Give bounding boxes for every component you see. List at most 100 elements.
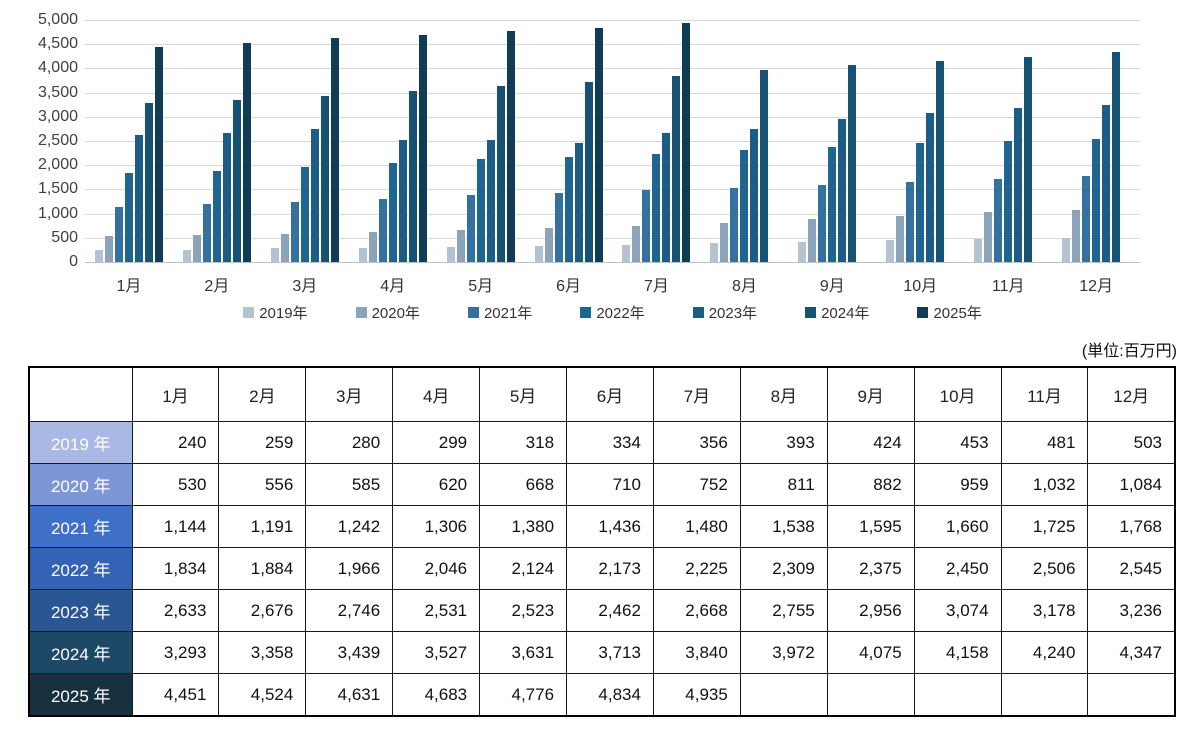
table-cell: 453 — [913, 421, 1002, 464]
bar-2019年-4月 — [358, 247, 367, 262]
table-cell: 2,746 — [305, 589, 394, 632]
bar-group-3月 — [261, 20, 349, 262]
table-col-header-2月: 2月 — [218, 366, 307, 422]
bar-2019年-8月 — [710, 243, 719, 262]
table-cell: 1,306 — [392, 505, 481, 548]
legend-label: 2021年 — [483, 305, 533, 322]
table-cell: 318 — [479, 421, 568, 464]
bar-2024年-8月 — [760, 69, 769, 262]
gridline — [85, 237, 1140, 239]
table-corner-cell — [28, 366, 133, 422]
legend-item-2021年: 2021年 — [467, 302, 533, 323]
table-row-header: 2019 年 — [28, 421, 133, 464]
bar-2025年-5月 — [506, 30, 515, 262]
bar-2020年-2月 — [192, 235, 201, 262]
bar-2021年-6月 — [554, 192, 563, 262]
bar-2022年-1月 — [124, 173, 133, 262]
bar-2023年-1月 — [134, 134, 143, 262]
bar-2022年-5月 — [476, 159, 485, 262]
legend-swatch — [805, 307, 817, 318]
bar-2020年-9月 — [808, 219, 817, 262]
bar-2020年-11月 — [984, 212, 993, 262]
table-cell: 280 — [305, 421, 394, 464]
table-cell: 1,144 — [131, 505, 220, 548]
table-col-header-11月: 11月 — [1000, 366, 1089, 422]
bar-2019年-9月 — [798, 241, 807, 262]
bar-2023年-8月 — [750, 128, 759, 262]
y-axis-tick-label: 2,500 — [37, 132, 78, 149]
bar-2020年-8月 — [720, 222, 729, 262]
table-cell: 3,074 — [913, 589, 1002, 632]
table-cell: 3,236 — [1087, 589, 1176, 632]
bar-2024年-2月 — [232, 99, 241, 262]
legend-item-2024年: 2024年 — [805, 302, 869, 323]
table-cell — [913, 673, 1002, 717]
bar-2024年-10月 — [936, 60, 945, 262]
bar-group-5月 — [437, 20, 525, 262]
table-cell: 1,884 — [218, 547, 307, 590]
table-cell: 3,631 — [479, 631, 568, 674]
table-cell: 1,242 — [305, 505, 394, 548]
table-cell: 4,347 — [1087, 631, 1176, 674]
table-cell: 3,358 — [218, 631, 307, 674]
table-cell: 2,506 — [1000, 547, 1089, 590]
table-row-header: 2022 年 — [28, 547, 133, 590]
gridline — [85, 20, 1140, 21]
table-col-header-1月: 1月 — [131, 366, 220, 422]
table-head: 1月 2月 3月 4月 5月 6月 7月 8月 9月 10月 11月 12月 — [28, 366, 1176, 422]
table-col-header-10月: 10月 — [913, 366, 1002, 422]
bar-2021年-7月 — [642, 190, 651, 262]
table-cell: 2,375 — [826, 547, 915, 590]
table-cell: 4,075 — [826, 631, 915, 674]
bar-2020年-4月 — [368, 232, 377, 262]
bar-2019年-3月 — [270, 248, 279, 262]
bar-2021年-9月 — [818, 184, 827, 262]
table-cell — [1000, 673, 1089, 717]
table-cell: 2,668 — [652, 589, 741, 632]
bar-2024年-6月 — [584, 82, 593, 262]
bar-2023年-5月 — [486, 139, 495, 262]
legend-swatch — [580, 307, 592, 318]
table-row-2024年: 2024 年 3,293 3,358 3,439 3,527 3,631 3,713 3,84… — [28, 631, 1176, 674]
table-row-2020年: 2020 年 530 556 585 620 668 710 752 811 882 959 1,03… — [28, 463, 1176, 506]
table-cell: 3,713 — [566, 631, 654, 674]
table-col-header-12月: 12月 — [1087, 366, 1176, 422]
bar-2019年-12月 — [1062, 237, 1071, 262]
legend-item-2020年: 2020年 — [355, 302, 420, 323]
y-axis-tick-label: 0 — [69, 253, 78, 270]
bar-2023年-12月 — [1102, 105, 1111, 262]
table-cell: 240 — [131, 421, 220, 464]
unit-label: (単位:百万円) — [1081, 343, 1177, 360]
table-cell: 2,676 — [218, 589, 307, 632]
table-cell: 1,191 — [218, 505, 307, 548]
table-row-2021年: 2021 年 1,144 1,191 1,242 1,306 1,380 1,436 1,48… — [28, 505, 1176, 548]
table-cell: 1,966 — [305, 547, 394, 590]
table-cell: 1,480 — [652, 505, 741, 548]
chart-legend: 2019年 2020年 2021年 2022年 2023年 2024年 2025年 — [85, 302, 1140, 323]
table-row-header: 2020 年 — [28, 463, 133, 506]
legend-label: 2024年 — [821, 305, 870, 322]
table-row-2022年: 2022 年 1,834 1,884 1,966 2,046 2,124 2,173 2,22… — [28, 547, 1176, 590]
bar-group-2月 — [173, 20, 261, 262]
table-cell: 1,725 — [1000, 505, 1089, 548]
bar-2021年-5月 — [466, 195, 475, 262]
table-cell: 356 — [652, 421, 741, 464]
bar-2021年-12月 — [1082, 176, 1091, 262]
table-cell: 2,450 — [913, 547, 1002, 590]
legend-swatch — [243, 307, 255, 318]
bar-group-6月 — [525, 20, 613, 262]
table-cell: 3,972 — [739, 631, 828, 674]
bar-2025年-4月 — [418, 35, 427, 262]
bar-2022年-8月 — [740, 150, 749, 262]
bar-2022年-6月 — [564, 156, 573, 262]
legend-swatch — [355, 307, 367, 318]
bar-2022年-7月 — [652, 154, 661, 262]
bar-2019年-5月 — [446, 246, 455, 262]
table-cell: 4,935 — [652, 673, 741, 717]
y-axis-tick-label: 5,000 — [37, 11, 78, 28]
y-axis-tick-label: 2,000 — [37, 156, 78, 174]
table-cell: 2,309 — [739, 547, 828, 590]
y-axis-tick-label: 1,000 — [37, 204, 78, 222]
bar-group-11月 — [964, 20, 1052, 262]
table-cell: 3,439 — [305, 631, 394, 674]
